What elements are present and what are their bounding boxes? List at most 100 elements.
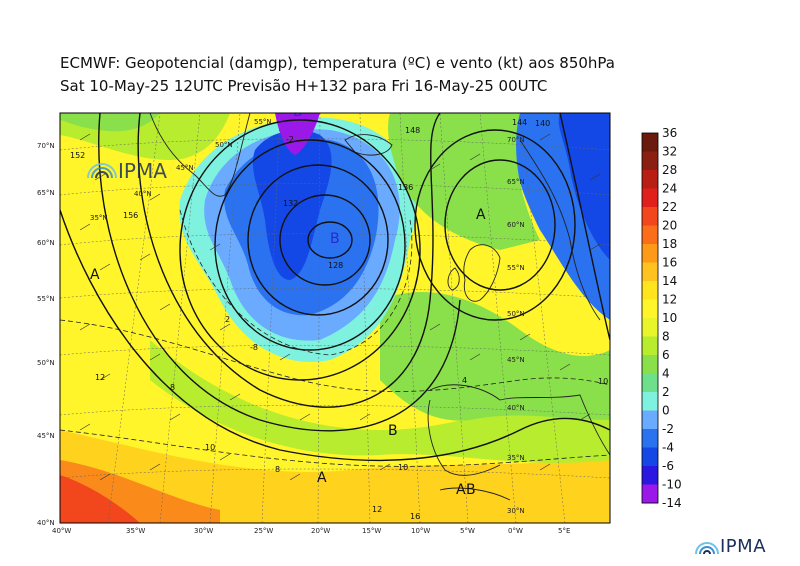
grid-label: 50°N	[507, 310, 525, 318]
colorbar-swatch	[642, 429, 658, 448]
grid-label: 70°N	[507, 136, 525, 144]
geopotential-contours	[60, 113, 610, 462]
colorbar-swatch	[642, 466, 658, 485]
colorbar-label: -6	[662, 459, 674, 473]
contour-label: 132	[283, 199, 298, 208]
longitude-axis: 40°W 35°W 30°W 25°W 20°W 15°W 10°W 5°W 0…	[52, 527, 570, 535]
contour-label: 156	[123, 211, 138, 220]
colorbar-swatch	[642, 336, 658, 356]
colorbar-swatch	[642, 170, 658, 189]
ipma-watermark-logo: IPMA	[87, 159, 167, 183]
grid-label: 35°N	[507, 454, 525, 462]
contour-label: -8	[250, 343, 258, 352]
contour-label: 10	[398, 463, 408, 472]
colorbar-frame	[641, 132, 659, 504]
colorbar-swatch	[642, 281, 658, 300]
contour-label: 128	[328, 261, 343, 270]
lon-label: 30°W	[194, 527, 213, 535]
ipma-logo-icon	[695, 541, 719, 554]
contour-label: 10	[205, 443, 215, 452]
colorbar-label: 22	[662, 200, 677, 214]
chart-title: ECMWF: Geopotencial (damgp), temperatura…	[60, 54, 615, 72]
lon-label: 10°W	[411, 527, 430, 535]
contour-label: 148	[405, 126, 420, 135]
latitude-axis: 40°N 45°N 50°N 55°N 60°N 65°N 70°N	[37, 142, 55, 527]
colorbar-swatch	[642, 207, 658, 226]
lon-label: 40°W	[52, 527, 71, 535]
colorbar-label: -4	[662, 441, 674, 455]
colorbar-swatch	[642, 151, 658, 171]
low-pressure-label: B	[388, 423, 398, 439]
temperature-field: 152 156 148 144 140 136 132 128 12 8 10 …	[60, 104, 610, 523]
grid-label: 65°N	[507, 178, 525, 186]
high-pressure-label: A	[456, 482, 466, 498]
lat-label: 70°N	[37, 142, 55, 150]
contour-labels: 152 156 148 144 140 136 132 128 12 8 10 …	[70, 118, 608, 521]
grid-label: 55°N	[254, 118, 272, 126]
colorbar-label: 16	[662, 256, 677, 270]
colorbar-label: -10	[662, 478, 682, 492]
pressure-centres: A B B A B A A B	[90, 104, 486, 498]
contour-label: 12	[95, 373, 105, 382]
grid-label: 60°N	[507, 221, 525, 229]
lat-label: 55°N	[37, 295, 55, 303]
lat-label: 50°N	[37, 359, 55, 367]
contour-label: -2	[286, 135, 294, 144]
contour-label: 12	[372, 505, 382, 514]
grid-label: 40°N	[134, 190, 152, 198]
colorbar-swatch	[642, 410, 658, 430]
ipma-logo: IPMA	[694, 536, 766, 557]
colorbar-label: 2	[662, 385, 670, 399]
ipma-logo-text: IPMA	[720, 536, 767, 557]
lat-label: 60°N	[37, 239, 55, 247]
colorbar-label: 28	[662, 163, 677, 177]
lat-label: 45°N	[37, 432, 55, 440]
coastlines	[149, 113, 610, 501]
low-pressure-label: B	[466, 482, 476, 498]
colorbar-label: -14	[662, 496, 682, 510]
contour-label: 16	[410, 512, 420, 521]
colorbar-swatch	[642, 355, 658, 374]
contour-label: 140	[535, 119, 550, 128]
lon-label: 35°W	[126, 527, 145, 535]
colorbar-label: 0	[662, 404, 670, 418]
lon-label: 5°E	[558, 527, 570, 535]
contour-label: 10	[598, 377, 608, 386]
wind-barbs	[79, 133, 601, 481]
colorbar-swatch	[642, 262, 658, 282]
contour-label: 8	[275, 465, 280, 474]
ipma-watermark-text: IPMA	[118, 159, 167, 183]
lon-label: 20°W	[311, 527, 330, 535]
low-pressure-label: B	[293, 104, 303, 120]
colorbar-swatch	[642, 244, 658, 263]
contour-label: 152	[70, 151, 85, 160]
lon-label: 25°W	[254, 527, 273, 535]
colorbar-label: 12	[662, 293, 677, 307]
grid-label: 55°N	[507, 264, 525, 272]
lat-label: 40°N	[37, 519, 55, 527]
colorbar-label: 14	[662, 274, 677, 288]
grid-label: 35°N	[90, 214, 108, 222]
contour-label: 8	[170, 383, 175, 392]
grid-label: 30°N	[507, 507, 525, 515]
colorbar-swatch	[642, 225, 658, 245]
colorbar-label: 24	[662, 182, 677, 196]
temperature-contours	[60, 209, 610, 467]
chart-subtitle: Sat 10-May-25 12UTC Previsão H+132 para …	[60, 77, 548, 95]
colorbar-swatch	[642, 392, 658, 411]
colorbar-label: 8	[662, 330, 670, 344]
colorbar-swatch	[642, 318, 658, 337]
lon-label: 5°W	[460, 527, 475, 535]
colorbar-label: 36	[662, 126, 677, 140]
colorbar-label: 20	[662, 219, 677, 233]
lat-label: 65°N	[37, 189, 55, 197]
colorbar-swatch	[642, 299, 658, 319]
map-frame	[59, 112, 611, 524]
colorbar-swatch	[642, 484, 658, 504]
colorbar-label: -2	[662, 422, 674, 436]
lon-label: 15°W	[362, 527, 381, 535]
grid-label: 40°N	[507, 404, 525, 412]
high-pressure-label: A	[476, 207, 486, 223]
